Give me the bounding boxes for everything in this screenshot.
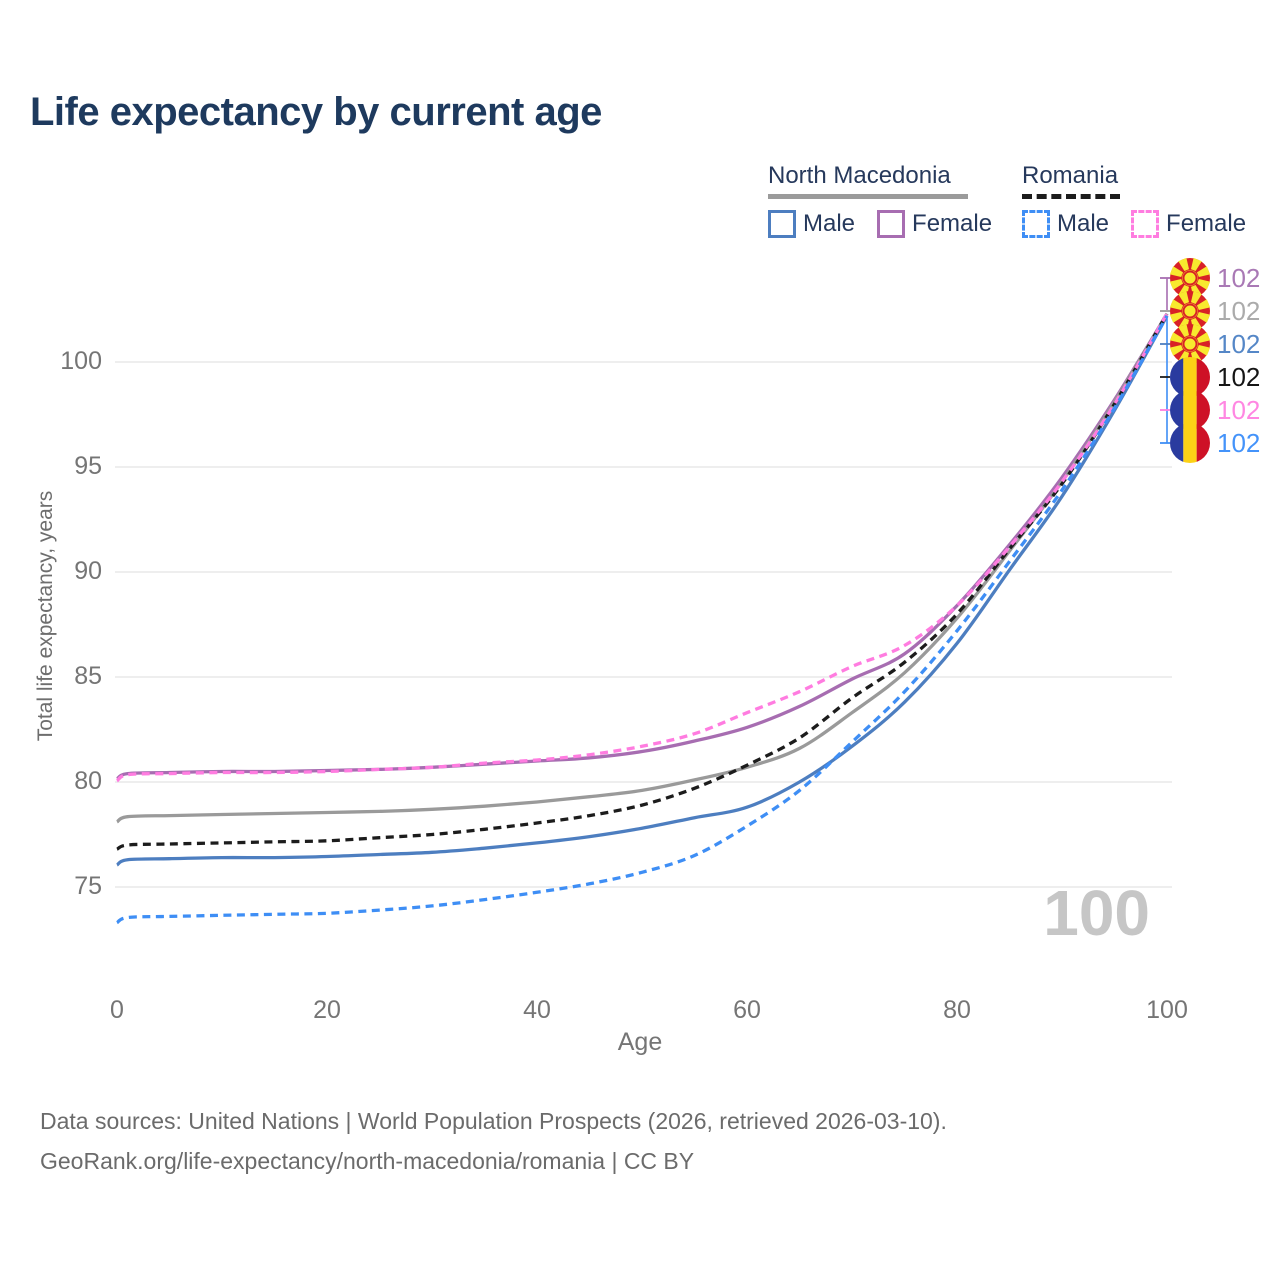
romania-flag-icon [1170, 423, 1210, 463]
end-label-value: 102 [1217, 427, 1261, 458]
romania-flag-icon [1170, 390, 1210, 430]
romania-line-style-key [1022, 194, 1120, 199]
end-label-row-north-macedonia-male: 102 [1170, 324, 1260, 364]
end-label-row-romania-both-sexes: 102 [1170, 357, 1260, 397]
legend-item-nm-male[interactable]: Male [768, 210, 855, 238]
legend-country-north-macedonia: North Macedonia [768, 162, 951, 189]
end-label-row-north-macedonia-both-sexes: 102 [1170, 291, 1260, 331]
end-label-value: 102 [1217, 295, 1261, 326]
attribution-text: GeoRank.org/life-expectancy/north-macedo… [40, 1148, 695, 1174]
legend-group-romania: Romania Male Female [1022, 162, 1246, 238]
end-label-value: 102 [1217, 394, 1261, 425]
x-tick-label: 100 [1146, 996, 1188, 1024]
north-macedonia-flag-icon [1170, 324, 1210, 364]
y-axis-title: Total life expectancy, years [34, 490, 57, 742]
legend-item-nm-female[interactable]: Female [877, 210, 992, 238]
end-label-value: 102 [1217, 262, 1261, 293]
ro-female-swatch-icon [1131, 210, 1160, 238]
legend-item-label: Male [803, 210, 856, 237]
y-tick-label: 85 [74, 662, 102, 690]
nm-female-swatch-icon [877, 210, 906, 238]
north-macedonia-line-style-key [768, 194, 968, 199]
y-tick-label: 75 [74, 872, 102, 900]
page-title: Life expectancy by current age [30, 90, 602, 134]
series-line-north-macedonia-both-sexes[interactable] [116, 312, 1169, 824]
x-tick-label: 40 [523, 996, 551, 1024]
nm-male-swatch-icon [768, 210, 796, 238]
legend-item-label: Female [912, 210, 993, 237]
y-tick-label: 95 [74, 452, 102, 480]
legend-country-romania: Romania [1022, 162, 1119, 189]
y-tick-label: 80 [74, 767, 102, 795]
series-line-north-macedonia-female[interactable] [116, 312, 1169, 781]
legend-item-ro-male[interactable]: Male [1022, 210, 1109, 238]
legend-group-north-macedonia: North Macedonia Male Female [768, 162, 992, 238]
y-tick-label: 100 [60, 347, 102, 375]
series-line-romania-male[interactable] [116, 314, 1169, 925]
x-tick-label: 80 [943, 996, 971, 1024]
north-macedonia-flag-icon [1170, 258, 1210, 298]
legend-item-label: Female [1166, 210, 1247, 237]
x-tick-label: 60 [733, 996, 761, 1024]
series-line-romania-female[interactable] [115, 312, 1169, 783]
ro-male-swatch-icon [1022, 210, 1050, 238]
x-axis-title: Age [617, 1028, 663, 1056]
x-tick-label: 20 [313, 996, 341, 1024]
series-line-romania-both-sexes[interactable] [116, 312, 1169, 851]
north-macedonia-flag-icon [1170, 291, 1210, 331]
age-watermark: 100 [1043, 877, 1150, 949]
x-tick-label: 0 [110, 996, 124, 1024]
end-label-row-romania-female: 102 [1170, 390, 1260, 430]
end-label-value: 102 [1217, 328, 1261, 359]
end-label-row-north-macedonia-female: 102 [1170, 258, 1260, 298]
romania-flag-icon [1170, 357, 1210, 397]
y-tick-label: 90 [74, 557, 102, 585]
end-label-value: 102 [1217, 361, 1261, 392]
data-sources-text: Data sources: United Nations | World Pop… [40, 1108, 947, 1134]
legend-item-ro-female[interactable]: Female [1131, 210, 1246, 238]
end-label-row-romania-male: 102 [1170, 423, 1260, 463]
series-line-north-macedonia-male[interactable] [116, 315, 1169, 867]
legend-item-label: Male [1057, 210, 1110, 237]
